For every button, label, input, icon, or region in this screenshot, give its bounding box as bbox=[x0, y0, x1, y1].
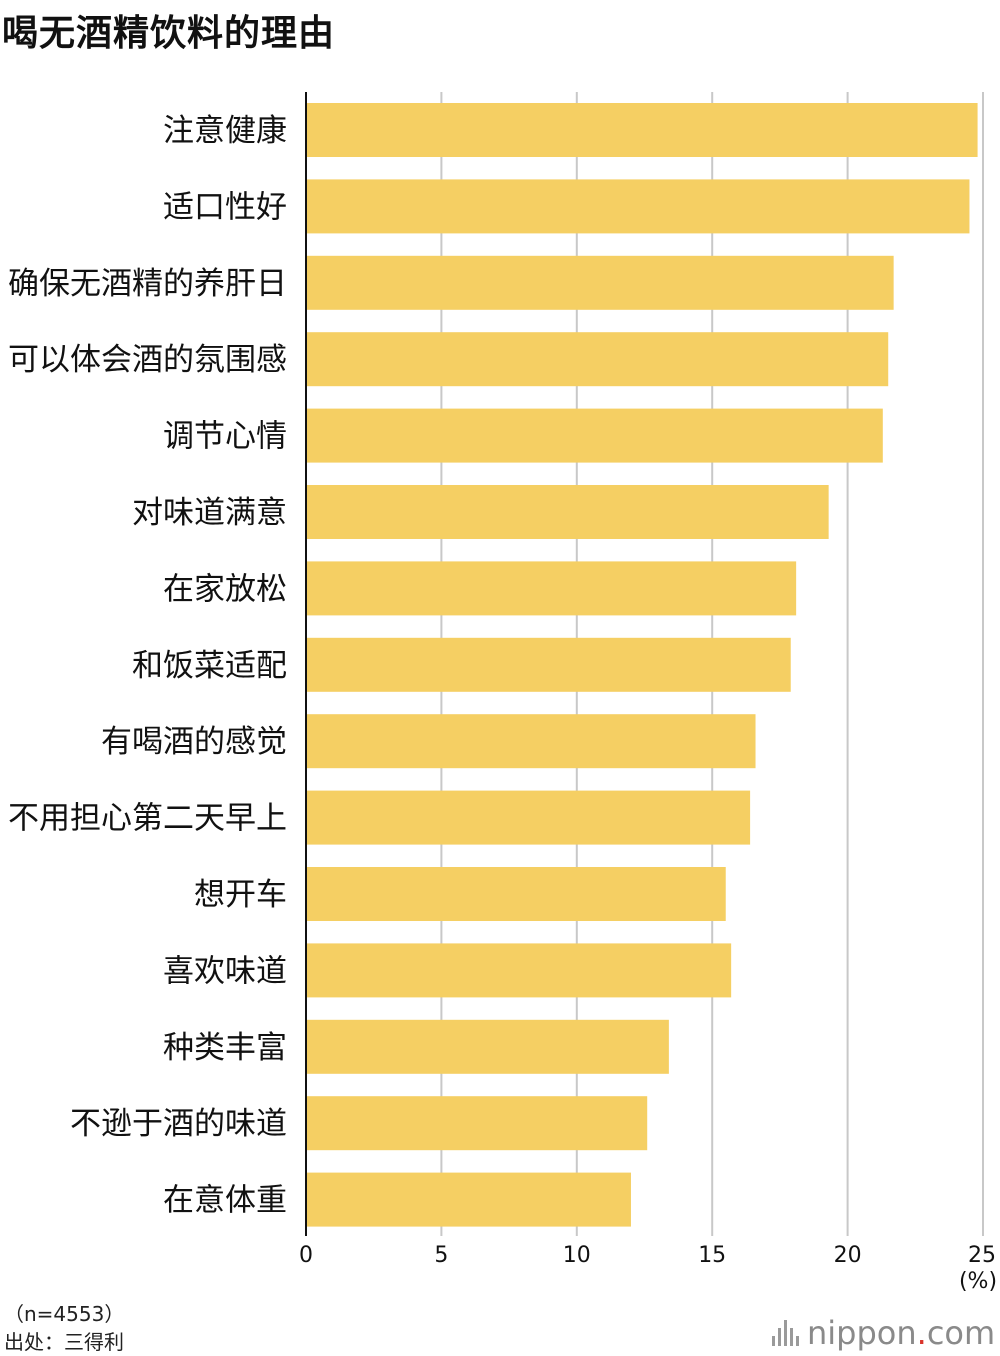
x-tick-label: 0 bbox=[299, 1243, 313, 1268]
category-label: 喜欢味道 bbox=[163, 953, 287, 989]
category-label: 对味道满意 bbox=[132, 495, 287, 531]
bar bbox=[306, 790, 751, 845]
brand-suffix: com bbox=[926, 1314, 996, 1352]
nippon-logo-icon bbox=[772, 1320, 799, 1346]
bar bbox=[306, 1019, 669, 1074]
category-label: 调节心情 bbox=[163, 419, 287, 455]
x-tick-label: 5 bbox=[434, 1243, 448, 1268]
category-label: 确保无酒精的养肝日 bbox=[8, 266, 287, 302]
bar bbox=[306, 867, 726, 921]
bar bbox=[306, 485, 829, 539]
category-label: 注意健康 bbox=[163, 113, 287, 149]
brand-logo: nippon. com bbox=[772, 1314, 998, 1352]
sample-size-note: （n=4553） bbox=[4, 1302, 125, 1326]
bar bbox=[306, 1172, 631, 1227]
bar bbox=[306, 637, 791, 692]
bar bbox=[306, 103, 978, 157]
x-tick-label: 20 bbox=[834, 1243, 862, 1268]
x-tick-label: 15 bbox=[698, 1243, 726, 1268]
bar bbox=[306, 1096, 648, 1151]
category-label: 有喝酒的感觉 bbox=[101, 724, 287, 760]
source-note: 出处：三得利 bbox=[4, 1330, 124, 1354]
category-label: 适口性好 bbox=[163, 189, 287, 225]
bar bbox=[306, 332, 889, 387]
brand-dot: . bbox=[916, 1314, 927, 1352]
bar bbox=[306, 179, 970, 234]
category-label: 不逊于酒的味道 bbox=[70, 1106, 287, 1142]
x-tick-label: 10 bbox=[563, 1243, 591, 1268]
brand-name: nippon bbox=[807, 1314, 917, 1352]
category-label: 可以体会酒的氛围感 bbox=[8, 342, 287, 378]
x-tick-label: 25 bbox=[968, 1243, 996, 1268]
category-label: 在意体重 bbox=[163, 1183, 287, 1219]
category-label: 和饭菜适配 bbox=[132, 648, 287, 684]
bar bbox=[306, 943, 732, 998]
bar bbox=[306, 255, 894, 310]
category-label: 不用担心第二天早上 bbox=[8, 801, 287, 837]
category-label: 种类丰富 bbox=[163, 1030, 287, 1066]
bar-chart: 注意健康适口性好确保无酒精的养肝日可以体会酒的氛围感调节心情对味道满意在家放松和… bbox=[8, 92, 997, 1294]
x-unit-label: (%) bbox=[959, 1269, 997, 1294]
bar bbox=[306, 408, 883, 463]
chart-title: 喝无酒精饮料的理由 bbox=[2, 13, 336, 54]
bar bbox=[306, 714, 756, 769]
category-label: 在家放松 bbox=[163, 571, 287, 607]
category-label: 想开车 bbox=[194, 877, 287, 913]
bar bbox=[306, 561, 797, 616]
